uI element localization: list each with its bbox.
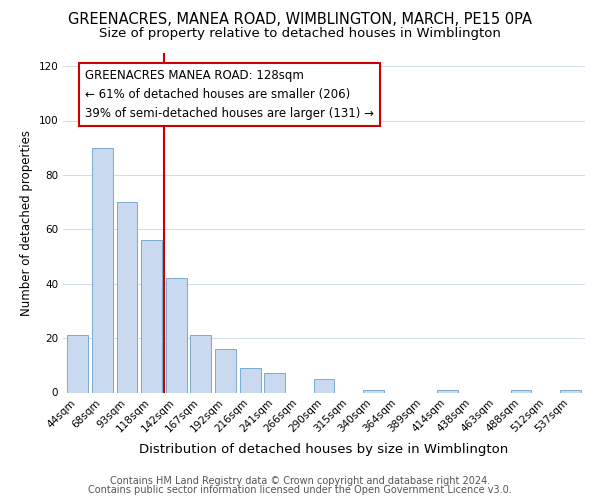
Bar	[314, 379, 334, 392]
Y-axis label: Number of detached properties: Number of detached properties	[20, 130, 33, 316]
X-axis label: Distribution of detached houses by size in Wimblington: Distribution of detached houses by size …	[139, 442, 509, 456]
Bar	[116, 202, 137, 392]
Text: GREENACRES, MANEA ROAD, WIMBLINGTON, MARCH, PE15 0PA: GREENACRES, MANEA ROAD, WIMBLINGTON, MAR…	[68, 12, 532, 28]
Text: Size of property relative to detached houses in Wimblington: Size of property relative to detached ho…	[99, 28, 501, 40]
Bar	[92, 148, 113, 392]
Text: Contains public sector information licensed under the Open Government Licence v3: Contains public sector information licen…	[88, 485, 512, 495]
Text: GREENACRES MANEA ROAD: 128sqm
← 61% of detached houses are smaller (206)
39% of : GREENACRES MANEA ROAD: 128sqm ← 61% of d…	[85, 69, 374, 120]
Bar	[215, 349, 236, 393]
Bar	[141, 240, 162, 392]
Bar	[511, 390, 532, 392]
Bar	[166, 278, 187, 392]
Bar	[437, 390, 458, 392]
Bar	[190, 336, 211, 392]
Bar	[239, 368, 260, 392]
Text: Contains HM Land Registry data © Crown copyright and database right 2024.: Contains HM Land Registry data © Crown c…	[110, 476, 490, 486]
Bar	[560, 390, 581, 392]
Bar	[363, 390, 384, 392]
Bar	[264, 374, 285, 392]
Bar	[67, 336, 88, 392]
